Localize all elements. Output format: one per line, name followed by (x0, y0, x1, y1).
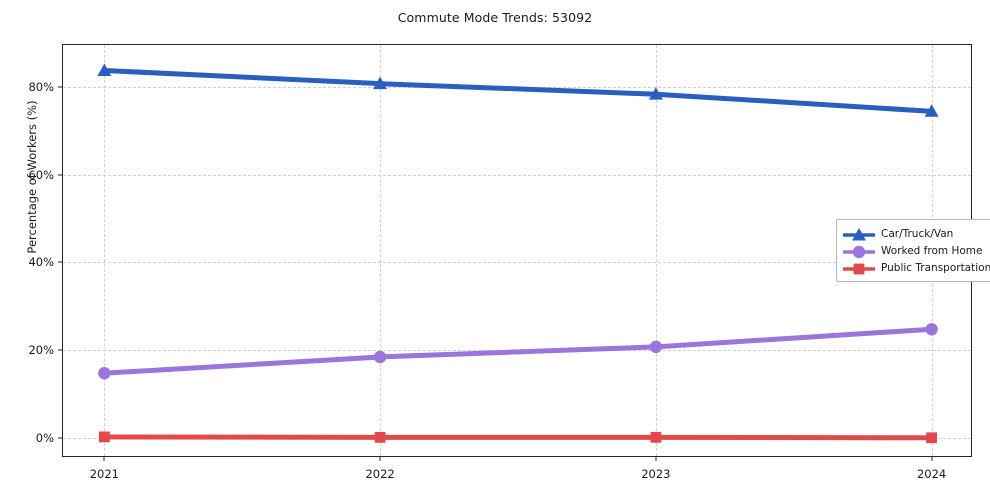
plot-area: 0% 20% 40% 60% 80% 2021 2022 2023 2024 (28, 44, 972, 481)
square-marker (926, 432, 938, 444)
legend-label: Worked from Home (881, 244, 983, 257)
square-marker (98, 431, 110, 443)
square-marker (650, 431, 662, 443)
triangle-marker (373, 76, 388, 90)
square-marker (374, 431, 386, 443)
circle-marker (852, 245, 866, 258)
legend-label: Car/Truck/Van (881, 227, 954, 240)
x-tick-label: 2022 (365, 467, 395, 481)
circle-marker (925, 323, 938, 336)
series-line (101, 434, 935, 441)
y-tick-label: 0% (35, 431, 54, 446)
circle-marker (98, 367, 111, 380)
page-title: Commute Mode Trends: 53092 (397, 10, 593, 25)
y-tick-label: 80% (28, 79, 54, 94)
gridline-horizontal (63, 174, 971, 176)
gridline-vertical (104, 45, 106, 456)
legend-label: Public Transportation (881, 261, 990, 274)
legend-item[interactable]: Car/Truck/Van (842, 225, 990, 242)
legend-item[interactable]: Public Transportation (842, 259, 990, 276)
series-group (98, 431, 938, 444)
circle-marker (649, 340, 663, 354)
x-tick-label: 2021 (89, 467, 119, 481)
x-tick-label: 2024 (916, 467, 947, 481)
triangle-marker (852, 227, 866, 240)
x-tick-mark (931, 456, 933, 461)
y-tick-label: 60% (28, 167, 54, 182)
series-line (101, 326, 935, 376)
y-tick-mark (58, 349, 63, 351)
series-group (97, 63, 939, 117)
series-layer (97, 63, 939, 444)
x-tick-label: 2023 (641, 467, 671, 481)
gridline-horizontal (63, 262, 971, 264)
y-tick-mark (58, 437, 63, 439)
x-tick-mark (379, 456, 381, 461)
series-group (98, 323, 938, 380)
y-tick-mark (58, 261, 63, 263)
y-tick-mark (58, 174, 63, 176)
circle-marker (373, 350, 387, 364)
y-tick-label: 40% (28, 255, 54, 270)
legend-item[interactable]: Worked from Home (842, 242, 990, 259)
gridline-vertical (380, 45, 382, 456)
chart-legend: Car/Truck/Van Worked from Home Public Tran… (836, 219, 990, 282)
square-marker (853, 263, 865, 274)
y-tick-label: 20% (28, 343, 54, 358)
x-tick-mark (655, 456, 657, 461)
y-tick-mark (58, 86, 63, 88)
triangle-marker (648, 87, 663, 100)
x-tick-mark (103, 456, 105, 461)
triangle-legend-icon (842, 227, 876, 241)
circle-legend-icon (842, 244, 876, 258)
series-line (101, 67, 935, 114)
triangle-marker (924, 104, 939, 117)
square-legend-icon (842, 261, 876, 275)
triangle-marker (97, 63, 112, 76)
gridline-vertical (655, 45, 657, 456)
